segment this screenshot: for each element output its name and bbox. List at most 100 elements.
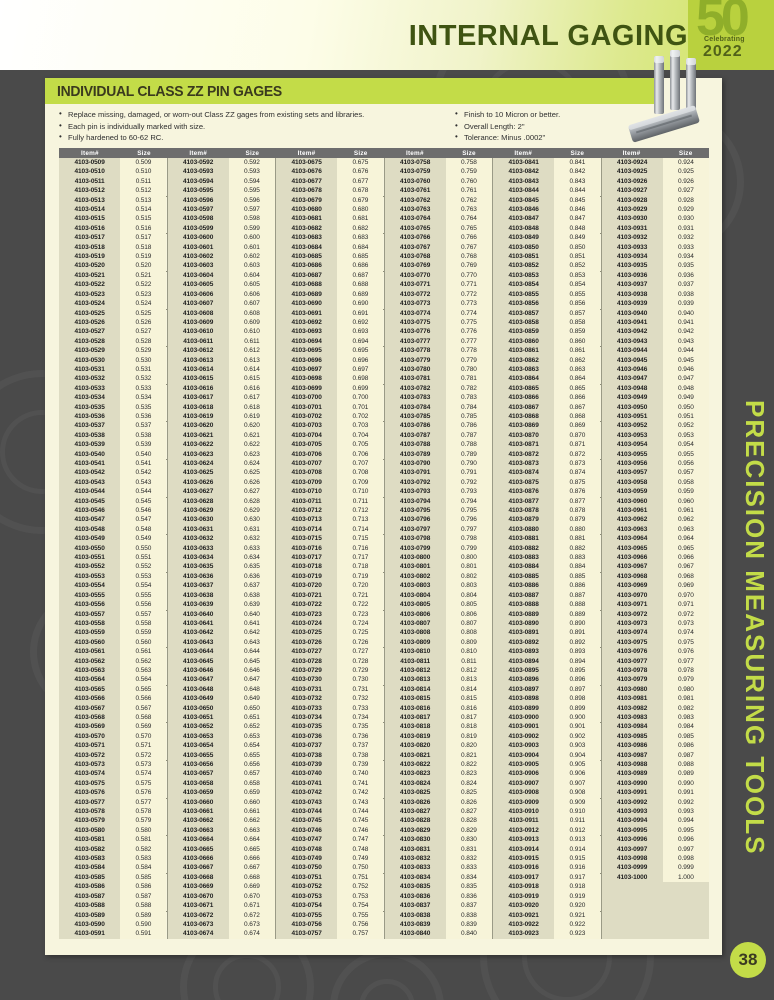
table-row: 4103-0951 0.951 [601, 411, 710, 422]
cell-item-number: 4103-0814 [384, 684, 446, 695]
cell-size: 0.543 [120, 477, 167, 488]
cell-item-number: 4103-0514 [59, 205, 121, 215]
table-row: 4103-0948 0.948 [601, 383, 710, 394]
table-row: 4103-0859 0.859 [493, 327, 601, 337]
cell-size: 0.697 [337, 364, 384, 375]
cell-item-number: 4103-0536 [59, 411, 121, 422]
cell-item-number: 4103-0854 [493, 280, 555, 290]
cell-item-number: 4103-0589 [59, 910, 121, 920]
cell-size: 0.635 [228, 562, 275, 572]
cell-size: 0.980 [662, 684, 709, 695]
cell-size: 0.778 [445, 346, 492, 356]
table-row: 4103-0890 0.890 [493, 618, 601, 629]
table-row: 4103-0946 0.946 [601, 364, 710, 375]
cell-size: 0.676 [337, 167, 384, 177]
cell-size: 0.824 [445, 778, 492, 789]
cell-size: 0.613 [228, 355, 275, 365]
cell-size: 0.915 [554, 854, 601, 864]
cell-item-number: 4103-0512 [59, 186, 121, 196]
table-row: 4103-0806 0.806 [384, 609, 493, 619]
table-row: 4103-0841 0.841 [493, 158, 601, 168]
cell-item-number: 4103-0983 [601, 712, 663, 723]
cell-item-number: 4103-0840 [384, 929, 446, 939]
cell-item-number: 4103-0702 [276, 411, 338, 422]
table-row: 4103-0625 0.625 [167, 468, 276, 478]
cell-item-number: 4103-0640 [167, 609, 229, 619]
cell-item-number: 4103-0654 [167, 741, 229, 751]
cell-size: 0.935 [662, 261, 709, 271]
cell-size: 0.878 [554, 506, 601, 516]
page-number-badge: 38 [730, 942, 766, 978]
cell-size: 0.968 [662, 571, 709, 582]
cell-size: 0.694 [337, 336, 384, 347]
cell-size: 0.762 [445, 195, 492, 206]
cell-size: 0.584 [120, 863, 167, 873]
table-row: 4103-0657 0.657 [167, 769, 276, 779]
cell-size: 0.996 [662, 835, 709, 845]
cell-size: 0.972 [662, 609, 709, 619]
cell-size: 0.673 [228, 919, 275, 930]
table-row: 4103-0614 0.614 [167, 364, 276, 375]
cell-size: 0.913 [554, 835, 601, 845]
table-row: 4103-0934 0.934 [601, 252, 710, 262]
cell-size: 0.955 [662, 449, 709, 459]
cell-size: 0.882 [554, 543, 601, 554]
cell-size: 0.774 [445, 308, 492, 318]
cell-item-number: 4103-0937 [601, 280, 663, 290]
cell-size: 0.596 [228, 195, 275, 206]
cell-size: 0.845 [554, 195, 601, 206]
table-column-6: 4103-0924 0.924 4103-0925 0.925 4103-0926 0.9… [601, 158, 710, 939]
cell-size: 0.701 [337, 402, 384, 412]
table-row: 4103-0813 0.813 [384, 675, 493, 685]
table-row: 4103-0809 0.809 [384, 637, 493, 648]
cell-item-number: 4103-0833 [384, 863, 446, 873]
cell-size: 0.657 [228, 769, 275, 779]
cell-item-number: 4103-0521 [59, 270, 121, 281]
table-row: 4103-0873 0.873 [493, 459, 601, 469]
cell-item-number: 4103-0759 [384, 167, 446, 177]
cell-item-number: 4103-0910 [493, 807, 555, 817]
cell-item-number: 4103-0598 [167, 214, 229, 224]
cell-item-number: 4103-0913 [493, 835, 555, 845]
cell-size: 0.645 [228, 656, 275, 666]
cell-size: 0.711 [337, 496, 384, 507]
cell-size: 0.983 [662, 712, 709, 723]
cell-size: 0.646 [228, 665, 275, 676]
cell-size: 0.514 [120, 205, 167, 215]
cell-size: 0.919 [554, 891, 601, 902]
cell-size: 0.525 [120, 308, 167, 318]
cell-item-number: 4103-0534 [59, 393, 121, 403]
cell-size: 0.927 [662, 186, 709, 196]
table-row: 4103-0597 0.597 [167, 205, 276, 215]
cell-item-number: 4103-0784 [384, 402, 446, 412]
table-row: 4103-0985 0.985 [601, 731, 710, 742]
cell-size: 0.775 [445, 317, 492, 328]
table-row: 4103-0544 0.544 [59, 487, 167, 497]
cell-item-number: 4103-0945 [601, 355, 663, 365]
cell-size: 0.756 [337, 919, 384, 930]
cell-item-number: 4103-0528 [59, 336, 121, 347]
cell-size: 0.594 [228, 176, 275, 187]
table-row: 4103-0847 0.847 [493, 214, 601, 224]
cell-item-number: 4103-0682 [276, 223, 338, 234]
cell-size: 0.688 [337, 280, 384, 290]
cell-size: 0.961 [662, 506, 709, 516]
table-row: 4103-0940 0.940 [601, 308, 710, 318]
cell-size: 0.751 [337, 872, 384, 883]
cell-item-number: 4103-0532 [59, 374, 121, 384]
table-row: 4103-0618 0.618 [167, 402, 276, 412]
cell-size: 0.951 [662, 411, 709, 422]
table-row: 4103-0894 0.894 [493, 656, 601, 666]
table-row: 4103-0516 0.516 [59, 223, 167, 234]
cell-item-number: 4103-0845 [493, 195, 555, 206]
cell-size: 0.822 [445, 760, 492, 770]
table-row: 4103-0821 0.821 [384, 750, 493, 760]
cell-item-number: 4103-0717 [276, 553, 338, 563]
cell-size: 0.786 [445, 421, 492, 431]
table-row: 4103-0596 0.596 [167, 195, 276, 206]
table-row: 4103-0531 0.531 [59, 364, 167, 375]
table-row: 4103-0646 0.646 [167, 665, 276, 676]
cell-item-number: 4103-0703 [276, 421, 338, 431]
cell-item-number: 4103-0584 [59, 863, 121, 873]
table-row: 4103-0789 0.789 [384, 449, 493, 459]
